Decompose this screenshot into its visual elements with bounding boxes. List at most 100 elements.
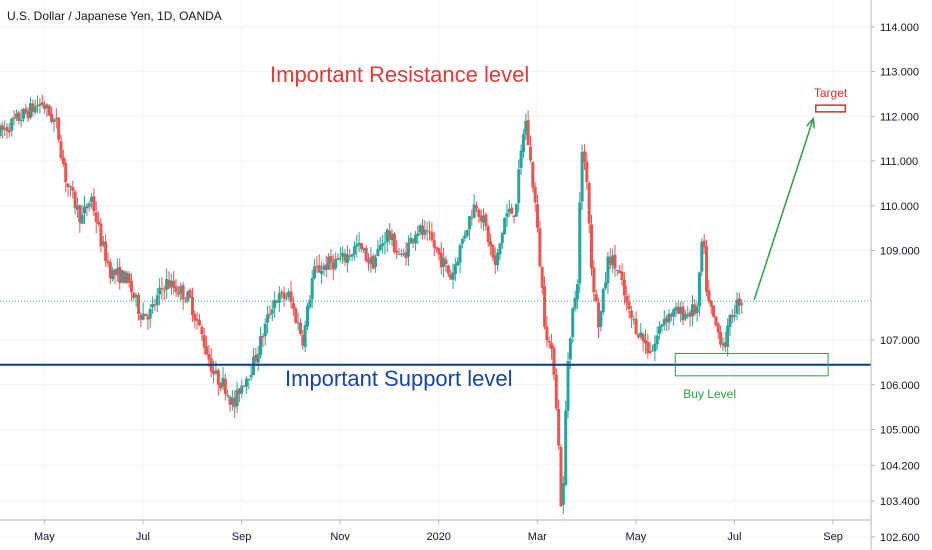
candle-body	[359, 243, 363, 249]
candle-body	[43, 104, 47, 110]
candle-body	[338, 257, 342, 259]
candle-body	[688, 312, 692, 317]
candle-body	[303, 325, 307, 348]
candle-body	[296, 322, 300, 324]
candle-body	[219, 383, 223, 389]
candle-body	[221, 377, 225, 387]
candle-body	[317, 265, 321, 273]
candle-body	[611, 255, 615, 266]
candle-body	[613, 254, 617, 269]
candle-body	[230, 398, 234, 405]
candle-body	[320, 270, 324, 274]
candle-body	[26, 111, 30, 119]
candle-body	[315, 265, 319, 267]
candle-body	[277, 293, 281, 303]
candle-body	[104, 241, 108, 262]
candle-body	[280, 291, 284, 293]
candle-body	[7, 130, 11, 133]
candle-body	[167, 280, 171, 289]
candle-body	[460, 238, 464, 244]
candle-body	[14, 113, 18, 118]
candle-body	[599, 310, 603, 327]
price-tick-label: 112.000	[880, 111, 919, 123]
candle-body	[392, 233, 396, 253]
candles	[0, 94, 744, 515]
candle-body	[233, 397, 237, 408]
candle-body	[582, 151, 586, 163]
candle-body	[284, 297, 288, 299]
candle-body	[247, 378, 251, 380]
candle-body	[737, 298, 741, 306]
candle-body	[36, 105, 40, 107]
candle-body	[536, 204, 540, 228]
candle-body	[141, 313, 145, 320]
time-tick-label: Jul	[136, 531, 150, 543]
candle-body	[106, 260, 110, 264]
candle-body	[40, 102, 44, 105]
candle-body	[458, 245, 462, 263]
candle-body	[273, 300, 277, 309]
candle-body	[634, 318, 638, 335]
time-axis[interactable]: May Jul Sep Nov 2020 Mar May Jul Sep	[0, 519, 871, 543]
candle-body	[5, 127, 9, 132]
resistance-label: Important Resistance level	[270, 62, 529, 87]
candle-body	[136, 294, 140, 314]
candle-body	[73, 191, 77, 209]
candle-body	[472, 204, 476, 218]
price-tick-label: 109.000	[880, 246, 920, 258]
candle-body	[524, 120, 528, 135]
candle-body	[430, 232, 434, 241]
candle-body	[329, 255, 333, 263]
candle-body	[94, 212, 98, 223]
candle-body	[674, 306, 678, 311]
candle-body	[101, 241, 105, 246]
candle-body	[590, 224, 594, 269]
candle-body	[575, 284, 579, 300]
candle-body	[376, 248, 380, 257]
price-axis[interactable]: 114.000 113.000 112.000 111.000 110.000 109.0…	[870, 0, 932, 550]
candle-body	[594, 294, 598, 301]
candle-body	[702, 240, 706, 248]
candle-body	[381, 243, 385, 247]
candle-body	[259, 335, 263, 356]
candle-body	[390, 234, 394, 240]
candle-body	[310, 278, 314, 300]
candle-body	[676, 306, 680, 314]
candle-body	[714, 316, 718, 326]
candle-body	[50, 113, 54, 122]
candle-body	[648, 351, 652, 353]
candle-body	[237, 388, 241, 394]
candle-body	[162, 289, 166, 291]
candle-body	[33, 106, 37, 113]
candle-body	[212, 370, 216, 375]
candle-body	[350, 254, 354, 257]
candle-body	[486, 226, 490, 243]
candle-body	[498, 243, 502, 255]
candle-body	[566, 361, 570, 411]
candle-body	[249, 374, 253, 378]
candle-body	[125, 272, 129, 283]
candle-body	[24, 108, 28, 113]
candle-body	[540, 267, 544, 288]
candle-body	[153, 304, 157, 306]
candle-body	[705, 246, 709, 292]
candle-body	[601, 288, 605, 312]
candle-body	[357, 242, 361, 245]
candle-body	[190, 296, 194, 316]
candle-body	[580, 152, 584, 202]
candle-body	[514, 203, 518, 217]
candle-body	[474, 205, 478, 209]
candle-body	[169, 280, 173, 287]
candle-body	[442, 258, 446, 267]
candle-body	[533, 186, 537, 203]
candle-body	[186, 291, 190, 301]
candle-body	[254, 355, 258, 362]
candle-body	[669, 313, 673, 317]
candle-body	[700, 241, 704, 272]
candle-body	[226, 395, 230, 397]
time-tick-label: May	[625, 531, 646, 543]
candle-body	[327, 256, 331, 270]
candle-body	[683, 314, 687, 319]
candle-body	[270, 309, 274, 314]
